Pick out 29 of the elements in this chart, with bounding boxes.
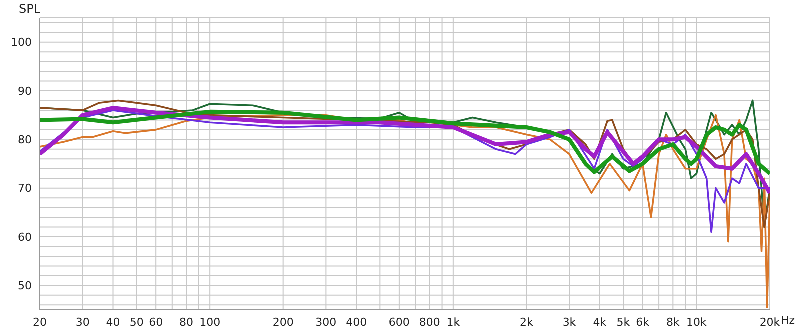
y-tick-label: 90 [18,84,32,98]
y-tick-label: 100 [11,36,32,50]
x-tick-label: 100 [200,316,221,329]
x-tick-label: 1k [446,316,461,329]
x-tick-label: 80 [180,316,194,329]
x-tick-label: 30 [76,316,90,329]
x-tick-label: 800 [419,316,440,329]
x-tick-label: 400 [346,316,368,329]
x-tick-label: 20k [760,316,781,329]
x-tick-label: 8k [666,316,680,329]
y-tick-label: 60 [18,230,32,244]
y-tick-label: 70 [18,182,32,196]
y-axis-title: SPL [19,2,41,16]
x-tick-label: 2k [520,316,534,329]
y-tick-label: 50 [18,280,32,293]
x-axis-title: Hz [781,314,796,328]
x-tick-label: 60 [149,316,164,329]
x-tick-label: 20 [33,316,47,329]
x-tick-label: 6k [636,316,650,329]
x-tick-label: 40 [106,316,120,329]
x-tick-label: 600 [388,316,410,329]
x-tick-label: 50 [130,316,144,329]
y-tick-label: 80 [18,134,32,147]
x-tick-label: 4k [593,316,608,329]
x-tick-label: 200 [272,316,294,329]
x-tick-label: 10k [686,316,708,329]
x-tick-label: 5k [616,316,631,329]
x-tick-label: 3k [562,316,577,329]
x-tick-label: 300 [316,316,337,329]
